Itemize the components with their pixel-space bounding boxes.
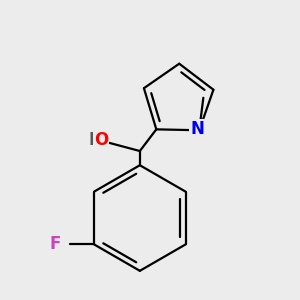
Text: N: N	[190, 120, 204, 138]
Text: F: F	[50, 236, 61, 253]
Text: H: H	[88, 131, 102, 149]
Text: O: O	[94, 131, 108, 149]
